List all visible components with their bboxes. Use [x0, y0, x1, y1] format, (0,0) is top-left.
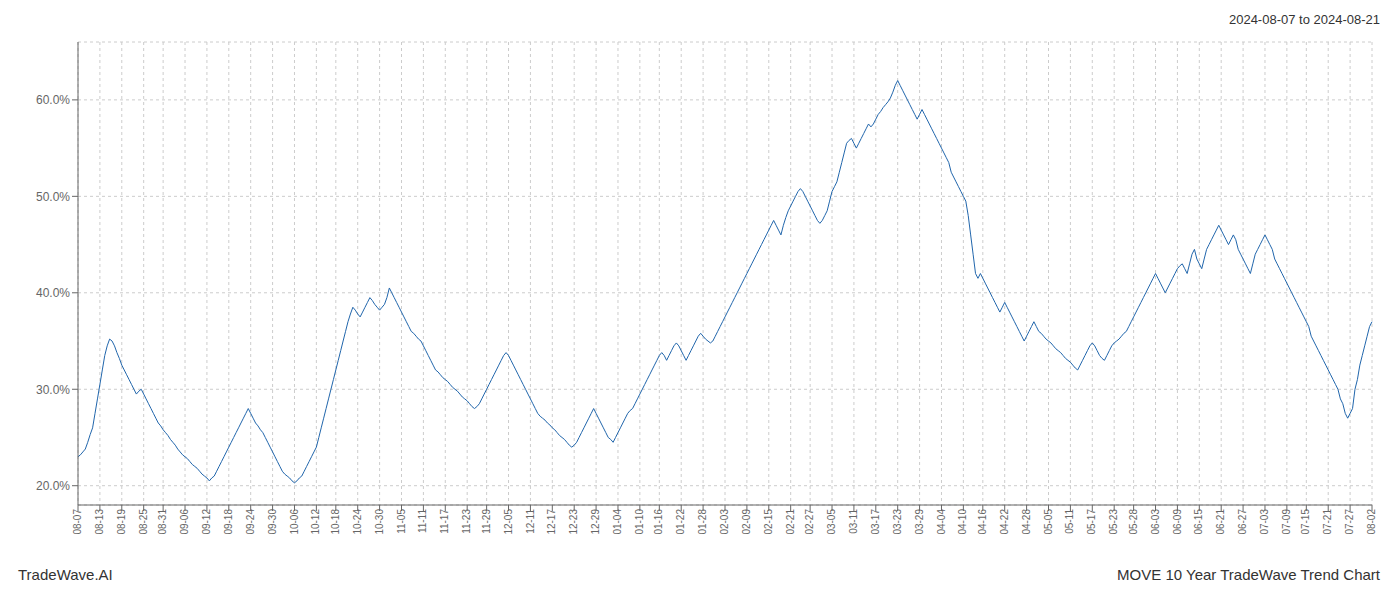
svg-text:08-19: 08-19: [116, 509, 127, 535]
svg-text:04-28: 04-28: [1021, 509, 1032, 535]
svg-text:30.0%: 30.0%: [36, 383, 70, 397]
svg-text:06-03: 06-03: [1150, 509, 1161, 535]
svg-text:09-12: 09-12: [201, 509, 212, 535]
svg-text:09-06: 09-06: [179, 509, 190, 535]
svg-text:08-31: 08-31: [157, 509, 168, 535]
svg-text:02-03: 02-03: [719, 509, 730, 535]
svg-text:05-05: 05-05: [1043, 509, 1054, 535]
svg-text:09-18: 09-18: [223, 509, 234, 535]
svg-text:12-17: 12-17: [546, 509, 557, 535]
svg-text:10-30: 10-30: [374, 509, 385, 535]
svg-text:05-28: 05-28: [1128, 509, 1139, 535]
svg-text:04-22: 04-22: [999, 509, 1010, 535]
svg-text:08-25: 08-25: [138, 509, 149, 535]
svg-text:12-23: 12-23: [568, 509, 579, 535]
svg-text:09-24: 09-24: [245, 509, 256, 535]
svg-text:40.0%: 40.0%: [36, 286, 70, 300]
svg-text:03-23: 03-23: [892, 509, 903, 535]
html-text:TradeWave.AI: TradeWave.AI: [18, 565, 113, 583]
svg-text:01-10: 01-10: [634, 509, 645, 535]
svg-text:60.0%: 60.0%: [36, 93, 70, 107]
svg-text:10-24: 10-24: [352, 509, 363, 535]
svg-text:07-03: 07-03: [1259, 509, 1270, 535]
svg-text:04-10: 04-10: [957, 509, 968, 535]
svg-text:11-29: 11-29: [481, 509, 492, 534]
svg-text:03-11: 03-11: [848, 509, 859, 534]
svg-text:07-09: 07-09: [1281, 509, 1292, 535]
svg-text:04-04: 04-04: [936, 509, 947, 535]
svg-text:05-11: 05-11: [1064, 509, 1075, 534]
svg-text:06-15: 06-15: [1193, 509, 1204, 535]
svg-text:03-29: 03-29: [914, 509, 925, 535]
svg-text:10-12: 10-12: [310, 509, 321, 535]
svg-text:12-05: 12-05: [503, 509, 514, 535]
svg-text:11-05: 11-05: [396, 509, 407, 534]
html-text:MOVE 10 Year TradeWave Trend C: MOVE 10 Year TradeWave Trend Chart: [1117, 565, 1380, 583]
svg-text:02-21: 02-21: [785, 509, 796, 535]
svg-text:20.0%: 20.0%: [36, 479, 70, 493]
svg-text:07-27: 07-27: [1344, 509, 1355, 535]
svg-text:12-29: 12-29: [590, 509, 601, 535]
svg-text:06-21: 06-21: [1215, 509, 1226, 535]
svg-text:01-28: 01-28: [697, 509, 708, 535]
html-text:2024-08-07 to 2024-08-21: 2024-08-07 to 2024-08-21: [1228, 12, 1380, 27]
svg-text:09-30: 09-30: [267, 509, 278, 535]
svg-text:07-15: 07-15: [1300, 509, 1311, 535]
svg-text:05-17: 05-17: [1086, 509, 1097, 535]
svg-text:10-18: 10-18: [330, 509, 341, 535]
svg-text:02-27: 02-27: [804, 509, 815, 535]
svg-text:08-07: 08-07: [72, 509, 83, 535]
svg-text:11-11: 11-11: [417, 509, 428, 534]
svg-text:10-06: 10-06: [289, 509, 300, 535]
svg-text:05-23: 05-23: [1108, 509, 1119, 535]
svg-text:06-09: 06-09: [1172, 509, 1183, 535]
svg-text:12-11: 12-11: [525, 509, 536, 534]
svg-text:11-17: 11-17: [439, 509, 450, 534]
svg-text:02-09: 02-09: [741, 509, 752, 535]
svg-text:01-04: 01-04: [612, 509, 623, 535]
svg-text:06-27: 06-27: [1237, 509, 1248, 535]
svg-text:03-05: 03-05: [826, 509, 837, 535]
svg-text:02-15: 02-15: [763, 509, 774, 535]
svg-text:08-13: 08-13: [94, 509, 105, 535]
svg-text:04-16: 04-16: [977, 509, 988, 535]
svg-text:03-17: 03-17: [870, 509, 881, 535]
svg-text:50.0%: 50.0%: [36, 190, 70, 204]
svg-text:01-16: 01-16: [653, 509, 664, 535]
svg-text:01-22: 01-22: [675, 509, 686, 535]
svg-text:08-02: 08-02: [1366, 509, 1377, 535]
svg-text:11-23: 11-23: [461, 509, 472, 534]
svg-text:07-21: 07-21: [1322, 509, 1333, 535]
